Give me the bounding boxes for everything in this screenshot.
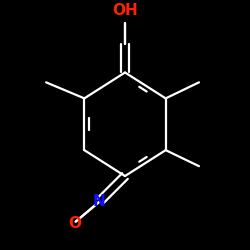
Text: OH: OH — [112, 3, 138, 18]
Text: O: O — [68, 216, 81, 231]
Text: N: N — [92, 194, 105, 210]
